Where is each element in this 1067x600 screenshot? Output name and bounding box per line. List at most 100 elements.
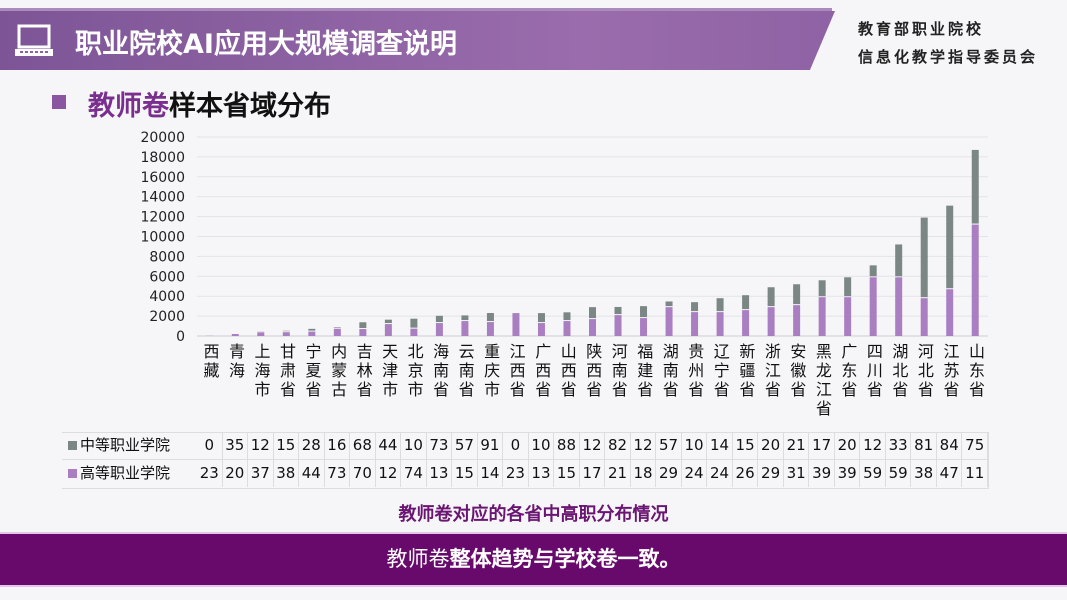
bar-secondary-7 [384,319,392,324]
table-cell: 10 [529,432,555,459]
y-tick-label: 12000 [140,210,185,226]
bar-secondary-25 [844,277,852,297]
table-cell: 81 [911,432,937,459]
table-cell: 16 [325,432,351,459]
category-label: 内蒙古 [331,342,348,399]
bar-higher-19 [691,312,699,336]
laptop-icon [15,24,53,56]
category-label: 安徽省 [790,342,807,399]
section-title-rest: 样本省域分布 [169,91,331,122]
table-cell: 13 [529,460,555,487]
table-cell: 18 [631,460,657,487]
bar-higher-20 [716,312,724,336]
category-label: 宁夏省 [305,342,322,399]
table-cell: 38 [911,460,937,487]
y-tick-label: 16000 [140,170,185,186]
category-label: 吉林省 [356,342,373,399]
bar-higher-11 [486,322,494,336]
table-cell: 57 [656,432,682,459]
table-cell: 82 [605,432,631,459]
header-stripe [0,8,832,11]
y-tick-label: 18000 [140,150,185,166]
legend-swatch [68,469,77,478]
legend-item: 中等职业学院 [68,432,170,459]
category-label: 广东省 [841,342,858,399]
category-label: 福建省 [637,342,654,399]
table-cell: 44 [299,460,325,487]
table-divider [62,459,988,460]
chart-caption: 教师卷对应的各省中高职分布情况 [398,504,669,525]
table-cell: 28 [299,432,325,459]
table-cell: 0 [503,432,529,459]
bar-higher-6 [359,329,367,336]
banner-normal: 教师卷 [386,547,450,571]
header-title: 职业院校AI应用大规模调查说明 [75,29,457,60]
bar-secondary-13 [537,313,545,323]
table-cell: 0 [197,432,223,459]
table-cell: 10 [682,432,708,459]
header-bar [0,11,835,70]
bar-secondary-10 [461,315,469,321]
legend-item: 高等职业学院 [68,460,170,487]
category-label: 河南省 [611,342,628,399]
table-cell: 12 [860,432,886,459]
bar-secondary-29 [946,205,954,289]
bar-higher-30 [971,224,979,336]
category-label: 甘肃省 [280,342,297,399]
table-cell: 29 [656,460,682,487]
category-label: 贵州省 [688,342,705,399]
bar-secondary-14 [563,312,571,321]
bar-higher-24 [818,297,826,336]
table-cell: 21 [784,432,810,459]
bar-secondary-6 [359,322,367,329]
table-cell: 23 [197,460,223,487]
bar-secondary-20 [716,298,724,312]
table-cell: 15 [274,432,300,459]
table-cell: 24 [707,460,733,487]
legend-label: 高等职业学院 [80,464,171,482]
category-label: 湖南省 [662,342,679,399]
table-cell: 38 [274,460,300,487]
table-cell: 23 [503,460,529,487]
bar-higher-12 [512,313,520,336]
table-cell: 37 [248,460,274,487]
table-cell: 11 [962,460,988,487]
y-tick-label: 20000 [140,130,185,146]
section-bullet-icon [52,95,66,109]
bar-higher-13 [537,323,545,336]
category-label: 青海 [229,342,246,380]
table-cell: 35 [223,432,249,459]
y-tick-label: 6000 [149,269,185,285]
bar-higher-3 [282,332,290,336]
bar-secondary-15 [589,307,596,319]
category-label: 陕西省 [586,342,603,399]
table-cell: 57 [452,432,478,459]
summary-banner: 教师卷整体趋势与学校卷一致。 [0,532,1067,587]
bar-higher-2 [257,332,265,336]
bar-secondary-8 [410,318,418,328]
table-cell: 84 [937,432,963,459]
bar-higher-25 [844,297,852,336]
table-cell: 12 [248,432,274,459]
y-tick-label: 8000 [149,249,185,265]
org-name-line2: 信息化教学指导委员会 [858,48,1039,66]
bar-secondary-23 [793,284,801,305]
table-cell: 15 [733,432,759,459]
bar-secondary-19 [691,302,699,312]
table-cell: 29 [758,460,784,487]
table-cell: 12 [580,432,606,459]
bar-higher-21 [742,310,750,336]
category-label: 黑龙江省 [815,342,832,418]
bar-higher-8 [410,328,418,336]
bar-higher-7 [384,324,392,336]
bar-secondary-27 [895,244,903,277]
table-cell: 24 [682,460,708,487]
table-cell: 33 [886,432,912,459]
y-tick-label: 2000 [149,309,185,325]
bar-secondary-26 [869,265,877,277]
category-label: 湖北省 [892,342,909,399]
bar-secondary-28 [920,217,928,298]
bar-higher-18 [665,307,673,336]
bar-higher-10 [461,321,469,336]
bar-higher-1 [231,334,239,336]
